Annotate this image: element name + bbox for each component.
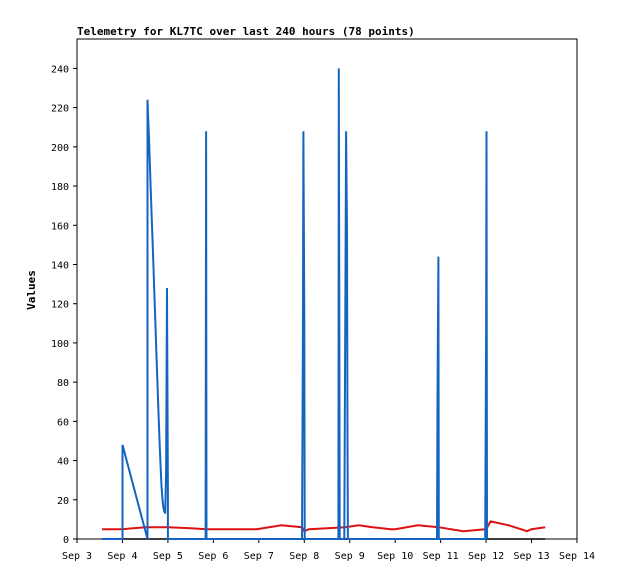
- y-axis-label: Values: [25, 270, 38, 310]
- x-tick-label: Sep 4: [107, 551, 137, 562]
- series-line-1: [102, 520, 546, 533]
- y-tick-label: 180: [51, 182, 69, 193]
- x-tick-label: Sep 13: [513, 551, 549, 562]
- y-tick-label: 0: [63, 535, 69, 546]
- y-tick-label: 60: [57, 417, 69, 428]
- y-axis: 0 20 40 60 80 100 120 140 160 180 200 220 240: [51, 64, 77, 546]
- x-tick-label: Sep 9: [335, 551, 365, 562]
- x-tick-label: Sep 5: [153, 551, 183, 562]
- x-axis: Sep 3 Sep 4 Sep 5 Sep 6 Sep 7 Sep 8 Sep 9 Sep 1…: [62, 539, 595, 562]
- x-tick-label: Sep 12: [468, 551, 504, 562]
- plot-area: [76, 38, 578, 540]
- y-tick-label: 140: [51, 260, 69, 271]
- y-tick-label: 40: [57, 457, 69, 468]
- y-tick-label: 120: [51, 300, 69, 311]
- y-tick-label: 20: [57, 496, 69, 507]
- series-line-0: [102, 68, 488, 540]
- y-tick-label: 160: [51, 221, 69, 232]
- y-tick-label: 220: [51, 104, 69, 115]
- series-layer: [102, 68, 546, 540]
- y-tick-label: 100: [51, 339, 69, 350]
- x-tick-label: Sep 14: [559, 551, 595, 562]
- x-tick-label: Sep 7: [244, 551, 274, 562]
- x-tick-label: Sep 6: [198, 551, 228, 562]
- x-tick-label: Sep 11: [423, 551, 459, 562]
- x-tick-label: Sep 10: [377, 551, 413, 562]
- y-tick-label: 240: [51, 64, 69, 75]
- x-tick-label: Sep 8: [289, 551, 319, 562]
- y-tick-label: 200: [51, 143, 69, 154]
- y-tick-label: 80: [57, 378, 69, 389]
- x-tick-label: Sep 3: [62, 551, 92, 562]
- chart-title: Telemetry for KL7TC over last 240 hours …: [77, 25, 415, 38]
